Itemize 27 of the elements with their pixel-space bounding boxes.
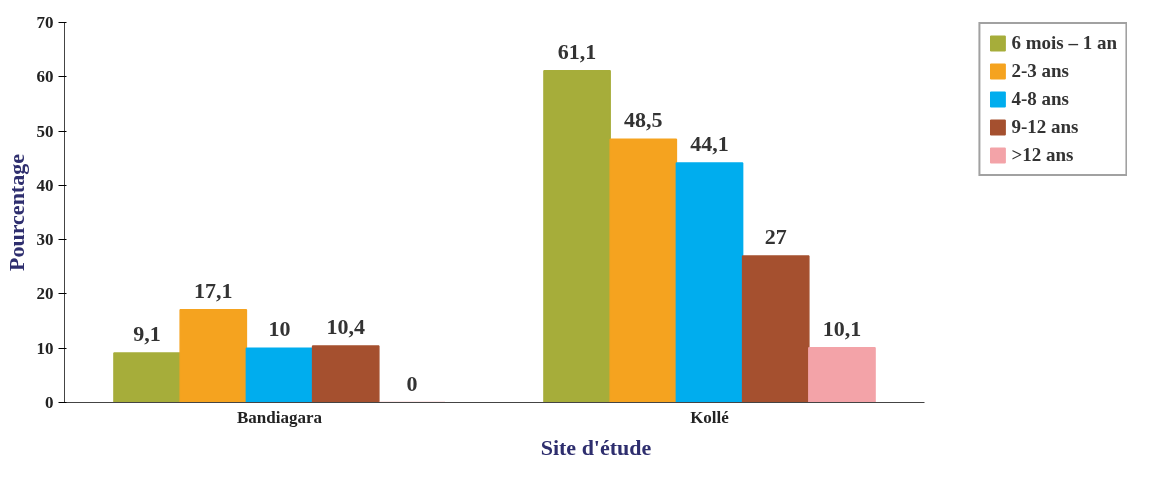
- legend-label: >12 ans: [1011, 144, 1074, 166]
- data-label: 10,4: [326, 314, 365, 340]
- y-tick-label: 70: [36, 13, 54, 32]
- data-label: 17,1: [194, 277, 233, 303]
- y-axis-title: Pourcentage: [3, 153, 29, 271]
- y-tick-label: 10: [36, 338, 54, 358]
- y-tick-label: 0: [45, 393, 54, 412]
- y-tick-label: 20: [36, 284, 54, 304]
- data-label: 27: [764, 223, 787, 249]
- y-tick-label: 60: [36, 67, 54, 87]
- data-label: 10: [268, 316, 291, 342]
- data-label: 10,1: [822, 315, 862, 341]
- y-tick-label: 50: [36, 121, 54, 141]
- data-label: 61,1: [557, 38, 597, 64]
- legend-label: 9-12 ans: [1011, 116, 1079, 138]
- x-axis-title: Site d'étude: [540, 434, 652, 460]
- y-tick-label: 30: [36, 230, 54, 250]
- legend-label: 6 mois – 1 an: [1011, 32, 1117, 54]
- y-tick-label: 40: [36, 175, 54, 195]
- data-label: 44,1: [690, 131, 729, 157]
- legend-label: 2-3 ans: [1011, 60, 1069, 82]
- x-tick-label: Bandiagara: [236, 407, 323, 427]
- data-label: 9,1: [133, 321, 161, 347]
- legend-label: 4-8 ans: [1011, 88, 1069, 110]
- data-label: 48,5: [624, 107, 663, 133]
- data-label: 0: [406, 370, 418, 396]
- x-tick-label: Kollé: [690, 407, 730, 427]
